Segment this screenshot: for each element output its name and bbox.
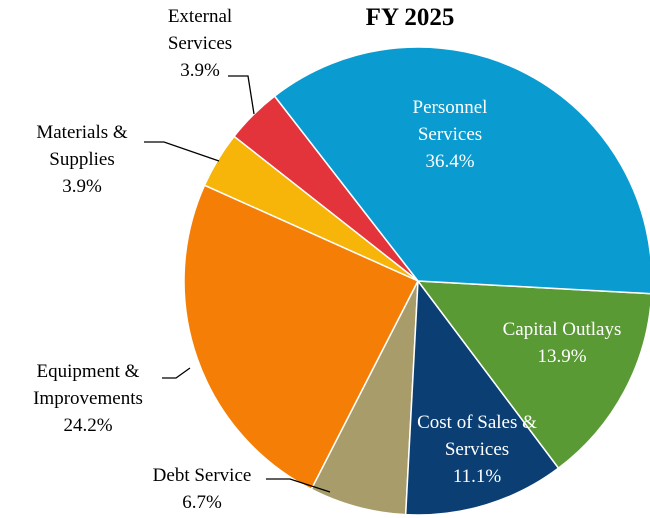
slice-label: Equipment & Improvements 24.2% xyxy=(21,358,156,439)
value-label: 11.1% xyxy=(452,466,502,487)
category-label: Capital Outlays xyxy=(502,319,622,340)
value-label: 3.9% xyxy=(62,176,102,197)
slice-label: Materials & Supplies 3.9% xyxy=(27,119,137,200)
category-label: External Services xyxy=(167,6,233,54)
chart-title: FY 2025 xyxy=(365,4,455,31)
leader-line xyxy=(162,367,191,379)
value-label: 24.2% xyxy=(63,415,113,436)
category-label: Debt Service xyxy=(152,465,252,486)
value-label: 36.4% xyxy=(425,151,475,172)
slice-label: Capital Outlays 13.9% xyxy=(477,316,647,370)
slice-label: Personnel Services 36.4% xyxy=(395,94,505,175)
leader-line xyxy=(228,75,255,115)
value-label: 3.9% xyxy=(180,60,220,81)
pie-slice xyxy=(273,46,650,295)
category-label: Cost of Sales & Services xyxy=(417,412,537,460)
slice-label: Cost of Sales & Services 11.1% xyxy=(402,409,552,490)
slice-label: External Services 3.9% xyxy=(155,3,245,84)
slice-label: Debt Service 6.7% xyxy=(137,462,267,516)
pie-slice xyxy=(404,278,560,516)
leader-line xyxy=(266,478,331,493)
leader-line xyxy=(144,141,220,162)
value-label: 13.9% xyxy=(537,346,587,367)
value-label: 6.7% xyxy=(182,492,222,513)
category-label: Materials & Supplies xyxy=(36,122,128,170)
pie-slice xyxy=(183,184,420,491)
category-label: Equipment & Improvements xyxy=(33,361,143,409)
category-label: Personnel Services xyxy=(412,97,488,145)
